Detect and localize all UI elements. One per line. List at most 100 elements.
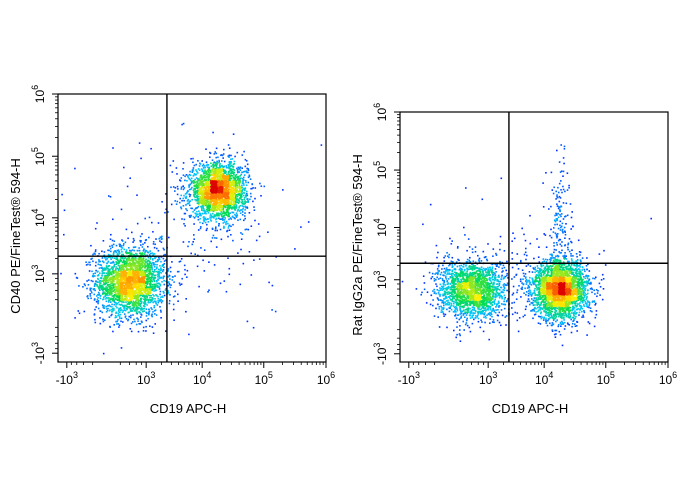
event-point (131, 309, 134, 312)
event-point (169, 278, 171, 280)
event-point (215, 194, 217, 196)
event-point (230, 177, 233, 180)
event-point (210, 214, 213, 217)
event-point (230, 225, 232, 228)
event-point (146, 273, 148, 276)
event-point (217, 214, 220, 217)
event-point (137, 330, 140, 333)
event-point (208, 186, 210, 189)
event-point (230, 182, 233, 185)
event-point (150, 285, 153, 288)
event-point (236, 199, 238, 202)
event-point (217, 156, 219, 159)
event-point (184, 175, 186, 178)
event-point (160, 267, 162, 269)
event-point (217, 176, 219, 178)
event-point (182, 205, 185, 207)
event-point (193, 193, 195, 196)
event-point (171, 261, 173, 263)
event-point (118, 250, 120, 253)
event-point (141, 266, 143, 269)
event-point (221, 154, 224, 157)
event-point (121, 272, 124, 274)
event-point (198, 214, 201, 217)
event-point (201, 186, 203, 188)
event-point (142, 273, 144, 276)
event-point (199, 184, 202, 186)
event-point (128, 315, 130, 318)
event-point (192, 170, 195, 172)
event-point (168, 282, 171, 285)
event-point (209, 204, 211, 207)
event-point (182, 241, 185, 243)
event-point (307, 221, 310, 223)
event-point (125, 299, 128, 301)
event-point (252, 200, 254, 203)
event-point (218, 169, 220, 172)
event-point (200, 174, 203, 176)
event-point (131, 295, 133, 297)
event-point (193, 238, 195, 240)
event-point (177, 293, 179, 296)
event-point (200, 247, 202, 249)
event-point (135, 264, 138, 267)
event-point (234, 199, 236, 201)
event-point (151, 252, 154, 254)
event-point (211, 204, 214, 207)
event-point (178, 282, 181, 284)
event-point (222, 195, 225, 197)
event-point (228, 179, 230, 181)
event-point (244, 206, 247, 209)
event-point (132, 237, 135, 240)
event-point (101, 292, 104, 294)
event-point (115, 298, 117, 301)
event-point (100, 276, 103, 279)
event-point (112, 283, 115, 285)
event-point (193, 191, 195, 193)
event-point (226, 187, 228, 190)
event-point (240, 204, 242, 207)
event-point (124, 270, 126, 272)
event-point (105, 258, 107, 261)
event-point (202, 196, 205, 198)
event-point (141, 258, 143, 260)
event-point (116, 280, 119, 282)
event-point (163, 254, 165, 257)
event-point (99, 317, 101, 319)
event-point (147, 294, 150, 296)
event-point (92, 253, 94, 256)
event-point (108, 254, 111, 257)
event-point (229, 205, 231, 207)
event-point (124, 315, 127, 317)
event-point (237, 202, 240, 204)
event-point (211, 209, 214, 212)
event-point (229, 179, 231, 182)
event-point (216, 183, 219, 186)
event-point (194, 181, 196, 184)
event-point (121, 297, 124, 299)
event-point (149, 283, 151, 286)
event-point (116, 323, 118, 325)
event-point (191, 186, 193, 189)
event-point (123, 286, 126, 289)
event-point (168, 274, 171, 277)
event-point (217, 180, 220, 182)
event-point (82, 286, 84, 288)
event-point (114, 316, 117, 319)
event-point (174, 187, 177, 189)
event-point (140, 240, 142, 242)
event-point (235, 204, 237, 206)
event-point (210, 201, 212, 204)
event-point (201, 160, 203, 162)
event-point (149, 258, 152, 260)
event-point (140, 300, 142, 303)
event-point (108, 316, 111, 318)
event-point (200, 189, 202, 192)
event-point (144, 251, 146, 254)
event-point (105, 279, 108, 282)
event-point (136, 310, 138, 312)
event-point (216, 162, 219, 164)
event-point (154, 243, 156, 246)
event-point (165, 330, 167, 332)
event-point (202, 205, 205, 207)
